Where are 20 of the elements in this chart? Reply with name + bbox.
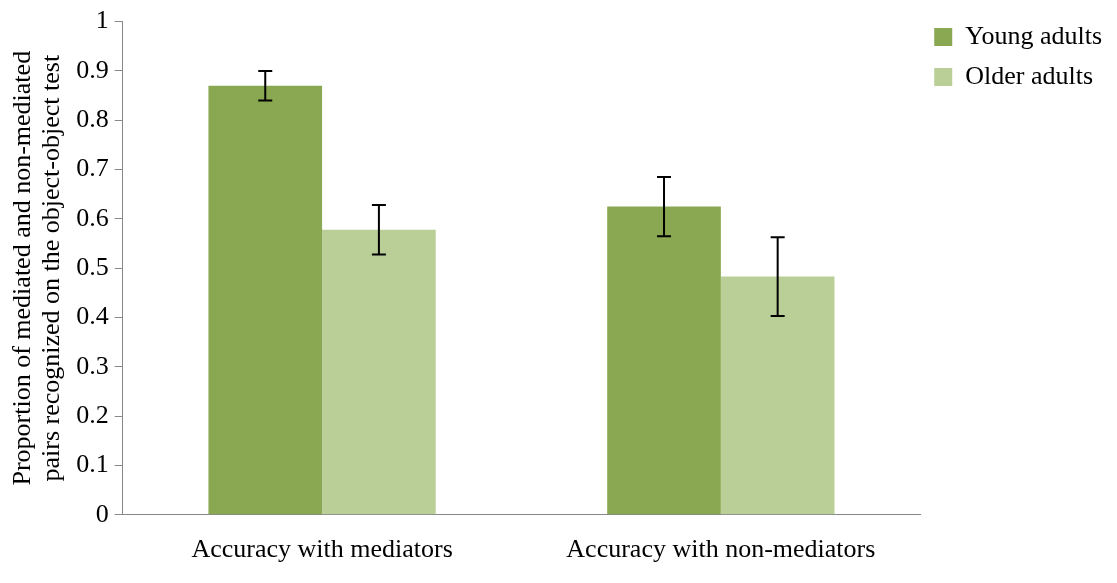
y-tick-label: 1 xyxy=(95,5,109,35)
y-tick-label: 0.6 xyxy=(76,202,109,232)
y-tick-label: 0.7 xyxy=(76,153,109,183)
legend-label: Older adults xyxy=(965,60,1094,90)
y-axis-title: Proportion of mediated and non-mediated pairs recognized on the object-object test xyxy=(7,50,65,486)
y-tick-label: 0.3 xyxy=(76,350,109,380)
y-tick-label: 0.5 xyxy=(76,252,109,282)
bar xyxy=(607,206,721,515)
y-tick-label: 0.8 xyxy=(76,104,109,134)
y-tick-label: 0 xyxy=(95,498,109,528)
y-tick-label: 0.4 xyxy=(76,301,109,331)
y-tick-label: 0.2 xyxy=(76,399,109,429)
bar xyxy=(322,229,436,515)
y-tick-label: 0.9 xyxy=(76,54,109,84)
y-tick-label: 0.1 xyxy=(76,449,109,479)
legend-label: Young adults xyxy=(965,20,1102,50)
x-tick-label: Accuracy with non-mediators xyxy=(566,534,876,564)
bar xyxy=(208,85,323,515)
x-tick-label: Accuracy with mediators xyxy=(191,534,453,564)
bar xyxy=(720,276,835,515)
